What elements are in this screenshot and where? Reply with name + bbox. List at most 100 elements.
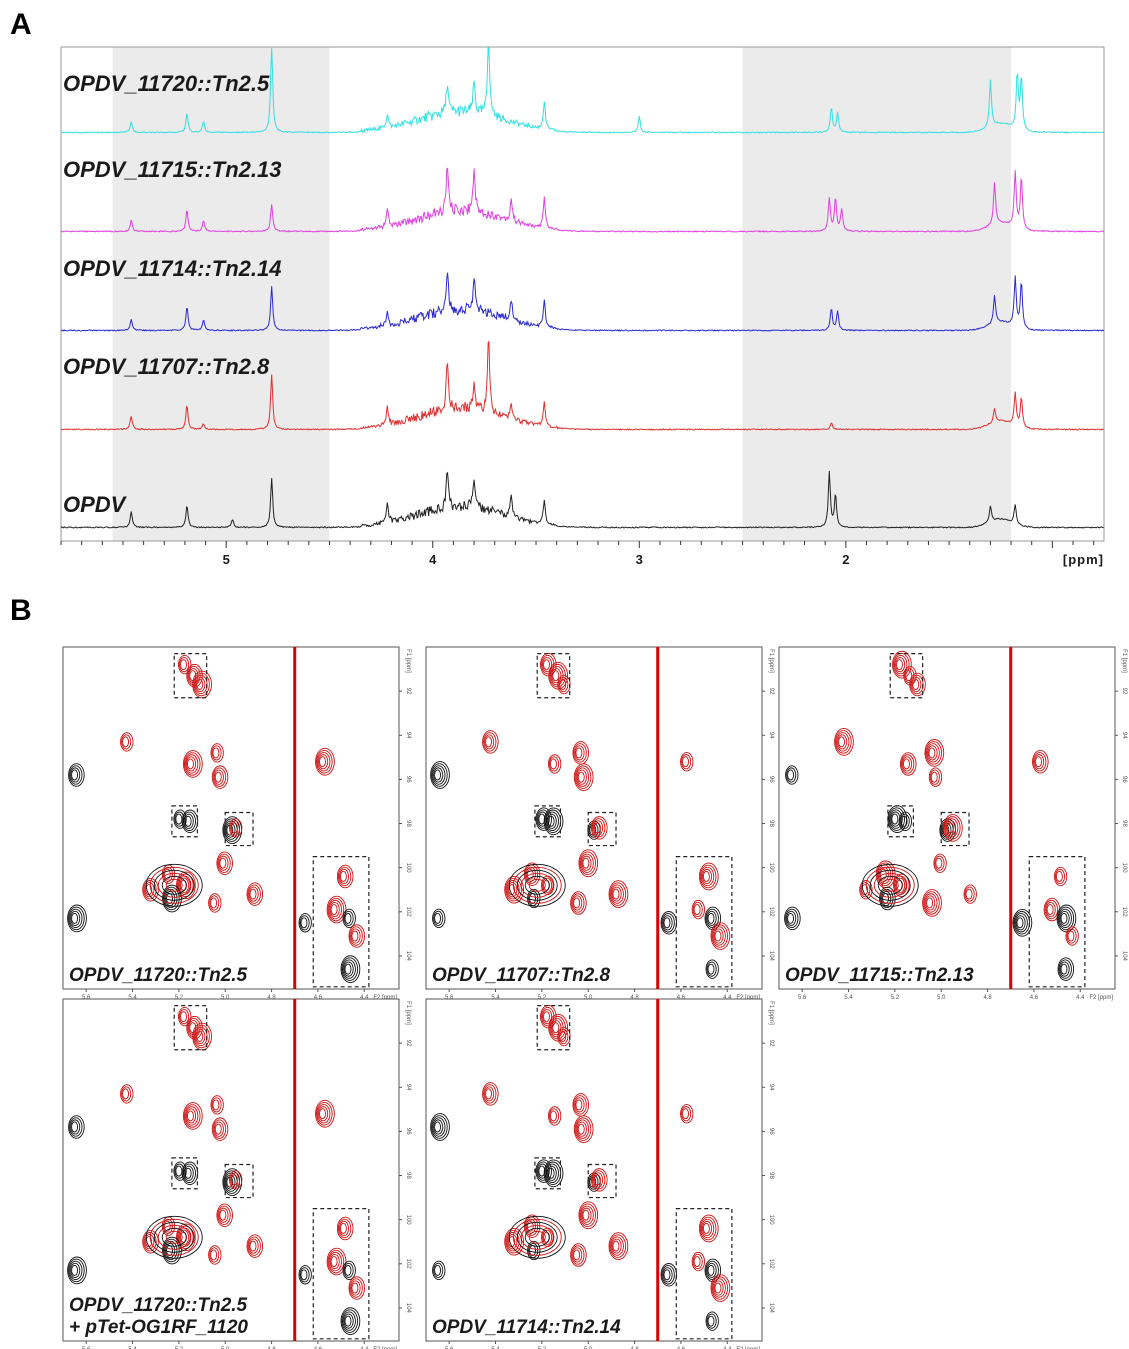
- contour-cluster: [149, 866, 199, 904]
- contour-peak: [182, 1163, 196, 1183]
- contour-peak: [176, 871, 196, 900]
- contour-peak: [214, 1123, 222, 1135]
- contour-peak: [712, 926, 726, 946]
- contour-peak: [143, 880, 157, 900]
- contour-peak: [786, 910, 797, 926]
- contour-peak: [196, 679, 204, 690]
- plot-frame: [60, 46, 1105, 542]
- contour-peak: [947, 822, 954, 834]
- contour-peak: [246, 882, 264, 906]
- f2-tick-label: 4.8: [630, 995, 639, 1001]
- contour-cluster: [153, 869, 195, 901]
- contour-peak: [594, 1174, 601, 1186]
- contour-peak: [507, 1234, 518, 1250]
- contour-peak: [706, 961, 717, 977]
- f2-tick-label: 5.4: [128, 1347, 137, 1349]
- f2-tick-label: 5.6: [798, 995, 807, 1001]
- contour-peak: [944, 816, 961, 840]
- contour-peak: [572, 1247, 583, 1263]
- contour-peak: [702, 871, 710, 882]
- contour-peak: [1059, 961, 1070, 977]
- contour-peak: [575, 1099, 583, 1111]
- contour-peak: [485, 736, 493, 748]
- contour-peak: [507, 882, 518, 898]
- contour-peak: [432, 765, 446, 785]
- contour-peak: [344, 1264, 352, 1276]
- contour-peak: [1059, 910, 1070, 926]
- contour-peak: [349, 1278, 363, 1298]
- contour-peak: [71, 769, 79, 781]
- contour-peak: [209, 895, 220, 911]
- contour-peak: [211, 1117, 229, 1141]
- contour-peak: [860, 882, 871, 898]
- contour-peak: [212, 747, 220, 759]
- contour-peak: [547, 815, 555, 827]
- f1-tick-label: 92: [1121, 688, 1127, 695]
- contour-peak: [184, 815, 192, 827]
- contour-peak: [121, 734, 132, 750]
- x-tick-label: 2: [842, 552, 849, 567]
- contour-peak: [249, 1240, 257, 1252]
- contour-peak: [680, 752, 694, 772]
- contour-peak: [329, 902, 340, 918]
- contour-peak: [928, 767, 943, 787]
- contour-peak: [69, 1260, 83, 1281]
- contour-peak: [895, 657, 906, 673]
- f2-tick-label: 5.4: [844, 995, 853, 1001]
- contour-peak: [70, 1119, 81, 1135]
- x-axis-unit: [ppm]: [1063, 552, 1104, 567]
- f2-tick-label: 5.2: [538, 1347, 547, 1349]
- contour-peak: [787, 912, 795, 924]
- f1-tick-label: 100: [405, 863, 411, 874]
- f2-tick-label: 4.8: [267, 1347, 276, 1349]
- contour-peak: [162, 884, 182, 913]
- contour-peak: [315, 747, 335, 776]
- contour-peak: [612, 1240, 620, 1252]
- contour-peak: [609, 1234, 627, 1258]
- contour-peak: [892, 650, 912, 679]
- contour-peak: [343, 961, 354, 977]
- contour-peak: [1067, 930, 1075, 942]
- contour-peak: [578, 849, 599, 878]
- contour-peak: [573, 763, 594, 792]
- contour-cluster: [516, 1221, 558, 1253]
- series-label: OPDV_11715::Tn2.13: [63, 157, 281, 182]
- contour-cluster: [145, 1215, 203, 1259]
- contour-peak: [1046, 904, 1054, 916]
- contour-peak: [432, 1260, 446, 1281]
- contour-peak: [575, 747, 583, 759]
- contour-peak: [835, 730, 852, 754]
- contour-peak: [542, 1009, 553, 1025]
- shaded-region-0: [112, 47, 330, 541]
- f1-tick-label: 104: [405, 951, 411, 962]
- contour-peak: [216, 851, 233, 875]
- f2-tick-label: 5.4: [128, 995, 137, 1001]
- contour-peak: [177, 873, 194, 898]
- contour-peak: [692, 902, 703, 918]
- contour-peak: [179, 1009, 190, 1025]
- contour-peak: [120, 732, 134, 752]
- contour-peak: [714, 1282, 722, 1294]
- contour-peak: [943, 814, 963, 842]
- contour-peak: [348, 1276, 366, 1300]
- x-tick-label: 4: [429, 552, 437, 567]
- contour-peak: [698, 862, 719, 891]
- contour-peak: [578, 1201, 599, 1230]
- contour-peak: [1034, 754, 1045, 770]
- f2-tick-label: 5.0: [221, 1347, 230, 1349]
- contour-peak: [330, 904, 338, 916]
- highlight-box: [173, 1005, 208, 1051]
- contour-peak: [899, 752, 917, 776]
- contour-peak: [660, 911, 678, 935]
- contour-peak: [682, 1108, 689, 1120]
- contour-peak: [246, 1234, 264, 1258]
- contour-peak: [577, 771, 585, 783]
- contour-peak: [218, 855, 229, 871]
- f1-tick-label: 102: [405, 907, 411, 918]
- contour-peak: [431, 1115, 448, 1139]
- f1-tick-label: 96: [405, 1128, 411, 1135]
- contour-cluster: [869, 869, 911, 901]
- contour-peak: [195, 676, 206, 693]
- f2-axis-label: F2 [ppm]: [373, 995, 397, 1001]
- contour-peak: [570, 891, 587, 915]
